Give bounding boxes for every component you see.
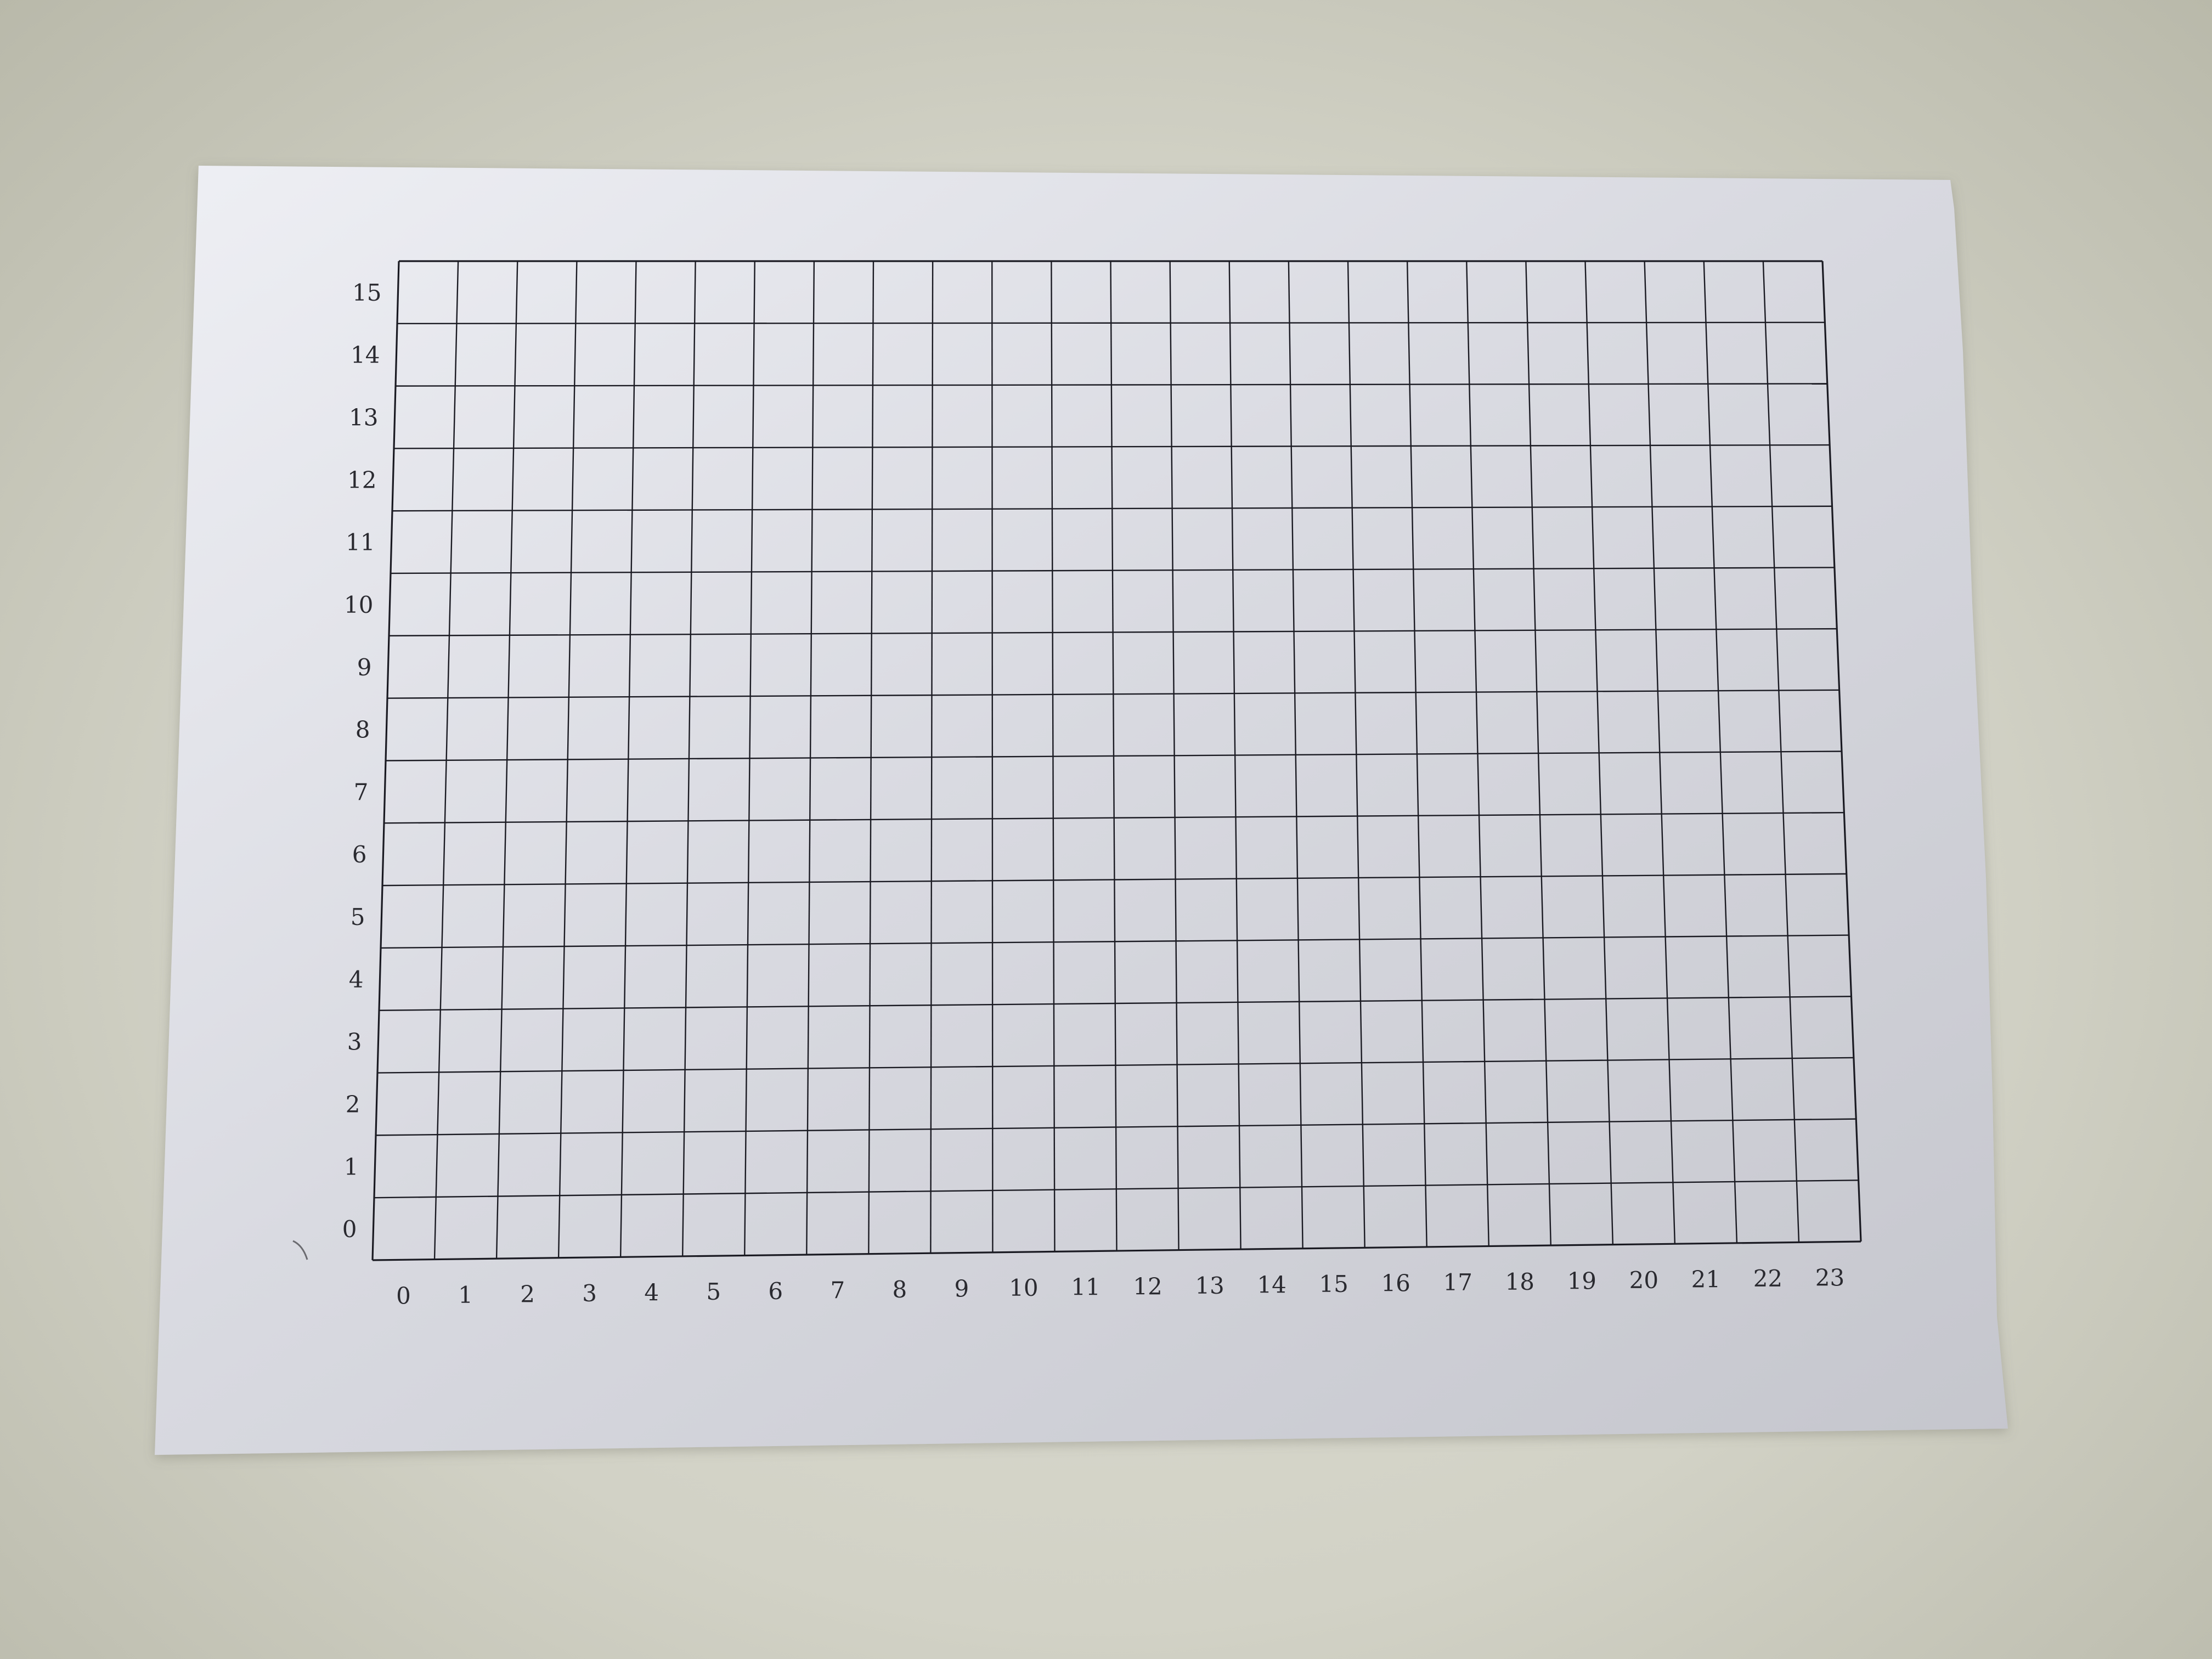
x-axis-tick-label: 20 <box>1629 1267 1658 1294</box>
y-axis-tick-label: 1 <box>344 1153 359 1180</box>
grid-horizontal-line <box>388 628 1837 637</box>
x-axis-tick-label: 5 <box>706 1278 721 1305</box>
grid-horizontal-line <box>374 1180 1859 1199</box>
grid-horizontal-line <box>377 1057 1854 1074</box>
x-axis-tick-label: 19 <box>1567 1267 1596 1294</box>
y-axis-tick-label: 6 <box>352 841 367 868</box>
x-axis-tick-label: 23 <box>1815 1265 1844 1291</box>
y-axis-tick-label: 7 <box>354 778 369 805</box>
y-axis-tick-label: 9 <box>357 654 372 681</box>
grid-horizontal-line <box>383 811 1844 824</box>
grid-horizontal-line <box>372 1240 1861 1261</box>
grid-horizontal-lines <box>372 260 1861 1261</box>
grid-horizontal-line <box>397 321 1825 325</box>
x-axis-tick-label: 9 <box>955 1276 969 1302</box>
x-axis-tick-label: 1 <box>458 1282 473 1308</box>
y-axis-tick-label: 12 <box>347 466 376 493</box>
grid-horizontal-line <box>380 934 1849 949</box>
y-axis-tick-label: 11 <box>346 529 375 556</box>
pencil-mark <box>292 1240 308 1260</box>
x-axis-tick-label: 17 <box>1443 1269 1472 1296</box>
x-axis-tick-label: 10 <box>1009 1274 1038 1301</box>
x-axis-tick-label: 8 <box>892 1276 907 1303</box>
x-axis-tick-label: 14 <box>1257 1271 1286 1298</box>
x-axis-tick-label: 12 <box>1133 1273 1162 1300</box>
y-axis-tick-label: 13 <box>349 404 378 431</box>
x-axis-tick-label: 6 <box>768 1278 783 1305</box>
x-axis-tick-label: 7 <box>830 1277 845 1304</box>
x-axis-tick-label: 4 <box>644 1279 659 1306</box>
grid-horizontal-line <box>395 383 1827 387</box>
y-axis-tick-label: 5 <box>351 904 365 930</box>
y-axis-tick-label: 2 <box>346 1091 360 1118</box>
grid-horizontal-line <box>390 567 1835 574</box>
y-axis-tick-label: 4 <box>349 966 364 993</box>
grid-horizontal-line <box>379 996 1852 1011</box>
grid-horizontal-line <box>387 689 1839 699</box>
grid-horizontal-line <box>392 505 1832 512</box>
y-axis-tick-label: 15 <box>352 279 381 306</box>
x-axis-tick-label: 3 <box>582 1280 597 1307</box>
y-axis-tick-label: 14 <box>351 342 380 369</box>
y-axis-tick-label: 3 <box>347 1029 362 1056</box>
paper-sheet <box>155 166 2008 1455</box>
x-axis-tick-label: 21 <box>1691 1266 1720 1293</box>
x-axis-tick-label: 16 <box>1381 1270 1410 1297</box>
grid-horizontal-line <box>385 751 1842 761</box>
y-axis-tick-label: 8 <box>356 716 370 743</box>
grid-horizontal-line <box>382 873 1847 887</box>
grid-horizontal-line <box>393 444 1830 449</box>
x-axis-tick-label: 0 <box>396 1282 411 1309</box>
x-axis-tick-label: 11 <box>1071 1274 1100 1301</box>
grid-horizontal-line <box>375 1118 1857 1136</box>
y-axis-tick-label: 10 <box>344 591 373 618</box>
x-axis-tick-label: 2 <box>520 1280 535 1307</box>
x-axis-tick-label: 13 <box>1195 1272 1224 1299</box>
x-axis-tick-label: 15 <box>1319 1271 1348 1297</box>
x-axis-tick-label: 18 <box>1505 1268 1534 1295</box>
x-axis-tick-label: 22 <box>1753 1265 1782 1292</box>
y-axis-tick-label: 0 <box>342 1216 357 1243</box>
x-axis-labels: 0 1 2 3 4 5 6 7 8 9 10 11 12 13 14 15 16 17 18 19 20 21 22 23 <box>396 1265 1844 1310</box>
